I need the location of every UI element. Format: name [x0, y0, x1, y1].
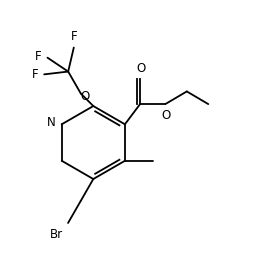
Text: F: F: [71, 30, 78, 42]
Text: F: F: [35, 50, 41, 63]
Text: O: O: [137, 62, 146, 75]
Text: O: O: [81, 90, 90, 103]
Text: F: F: [31, 68, 38, 81]
Text: O: O: [162, 109, 171, 122]
Text: Br: Br: [50, 228, 63, 241]
Text: N: N: [47, 116, 56, 129]
